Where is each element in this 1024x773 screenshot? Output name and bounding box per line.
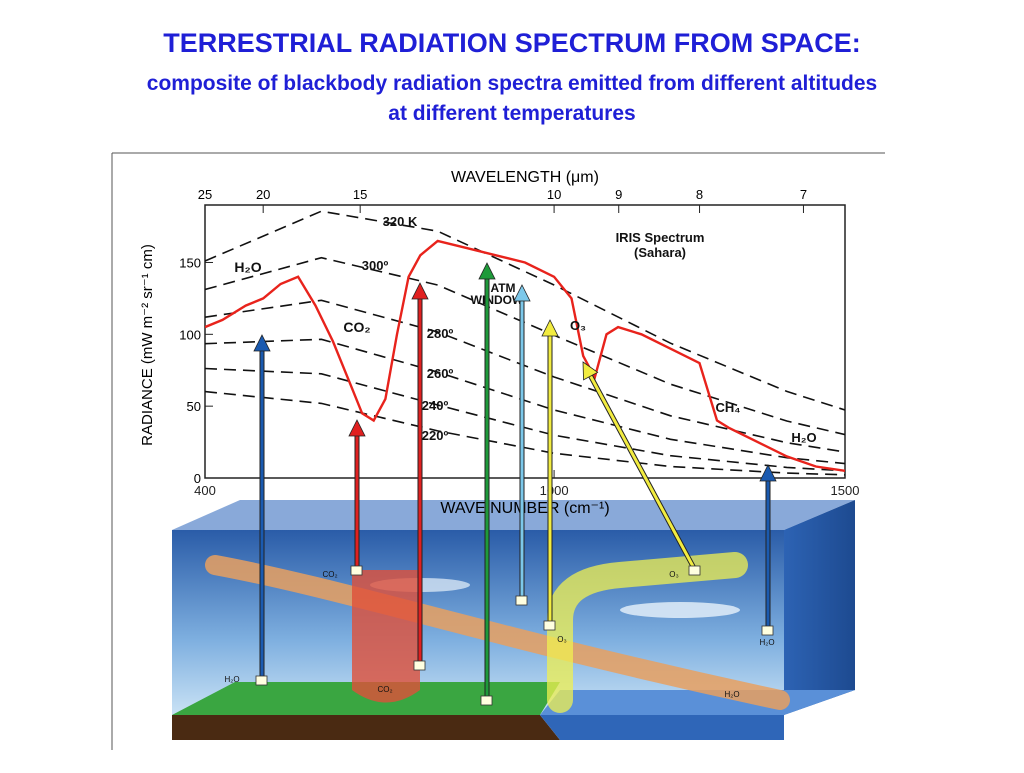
curve-label: 240º — [422, 398, 449, 413]
spectrum-line — [205, 239, 845, 472]
curve-label: 300º — [362, 258, 389, 273]
emitter-box — [255, 675, 268, 686]
diagram-label: CO₂ — [377, 685, 392, 694]
x2-tick-label: 10 — [547, 187, 561, 202]
chart: 0 50 100 150 400 1000 1500 25 20 15 10 9 8 7 WAVE NUMB… — [139, 169, 859, 517]
cloud — [620, 602, 740, 618]
curve-label: 260º — [427, 366, 454, 381]
y-tick-label: 100 — [179, 327, 201, 342]
blackbody-curve — [205, 390, 845, 476]
x2-tick-label: 7 — [800, 187, 807, 202]
water-vapor-band — [205, 555, 790, 710]
curve-label: 220º — [422, 428, 449, 443]
arrow-head — [759, 464, 777, 482]
curve-label: 280º — [427, 326, 454, 341]
annotation: WINDOW — [471, 293, 524, 307]
annotation: CH₄ — [716, 400, 741, 415]
y-tick-label: 150 — [179, 255, 201, 270]
annotation: IRIS Spectrum — [616, 230, 705, 245]
ground — [172, 682, 560, 715]
annotation: H₂O — [791, 430, 816, 445]
annotation: CO₂ — [343, 319, 370, 335]
arrow-head — [253, 334, 271, 352]
emitter-box — [761, 625, 774, 636]
annotation: (Sahara) — [634, 245, 686, 260]
diagram-label: H₂O — [724, 690, 739, 699]
subtitle: at different temperatures — [388, 102, 635, 125]
emitter-box — [413, 660, 426, 671]
x-tick-label: 1500 — [831, 483, 860, 498]
arrow-shaft — [589, 375, 697, 571]
arrow-head — [541, 319, 559, 337]
x2-tick-label: 9 — [615, 187, 622, 202]
x2-tick-label: 8 — [696, 187, 703, 202]
x2-tick-label: 20 — [256, 187, 270, 202]
y-axis-title: RADIANCE (mW m⁻² sr⁻¹ cm) — [139, 244, 156, 446]
arrows: CO₂ CO₂ O₃ O₃ H₂O H₂O H₂O — [224, 262, 777, 706]
annotation: H₂O — [234, 259, 261, 275]
blackbody-curve — [205, 299, 845, 453]
co2-column — [352, 570, 420, 703]
blackbody-curve — [205, 338, 845, 465]
diagram-label: O₃ — [669, 570, 678, 579]
soil — [172, 715, 560, 740]
emitter-box — [480, 695, 493, 706]
diagram-label: H₂O — [759, 638, 774, 647]
title: TERRESTRIAL RADIATION SPECTRUM FROM SPAC… — [163, 28, 861, 58]
subtitle: composite of blackbody radiation spectra… — [147, 72, 877, 95]
emitter-box — [515, 595, 528, 606]
blackbody-curve — [205, 367, 845, 472]
arrow-head — [478, 262, 496, 280]
diagram-label: H₂O — [224, 675, 239, 684]
atmosphere-diagram — [172, 500, 855, 740]
x-tick-label: 400 — [194, 483, 216, 498]
x2-tick-label: 15 — [353, 187, 367, 202]
diagram-label: CO₂ — [322, 570, 337, 579]
x2-axis-title: WAVELENGTH (μm) — [451, 169, 599, 186]
y-tick-label: 50 — [187, 399, 201, 414]
box-side — [784, 500, 855, 715]
diagram-label: O₃ — [557, 635, 566, 644]
y-tick-label: 0 — [194, 471, 201, 486]
emitter-box — [688, 565, 701, 576]
ocean-front — [540, 715, 784, 740]
emitter-box — [543, 620, 556, 631]
ozone-band — [547, 552, 748, 713]
curve-label: 320 K — [383, 214, 418, 229]
x-tick-label: 1000 — [540, 483, 569, 498]
arrow-head — [582, 361, 599, 381]
arrow-head — [348, 419, 366, 437]
x-axis-title: WAVE NUMBER (cm⁻¹) — [440, 500, 609, 517]
arrow-head — [513, 284, 531, 302]
box-top — [172, 500, 855, 530]
ocean — [540, 690, 855, 715]
x2-tick-label: 25 — [198, 187, 212, 202]
blackbody-curve — [205, 210, 845, 411]
annotation: O₃ — [570, 318, 586, 333]
emitter-box — [350, 565, 363, 576]
arrow-head — [411, 282, 429, 300]
annotation: ATM — [490, 281, 515, 295]
